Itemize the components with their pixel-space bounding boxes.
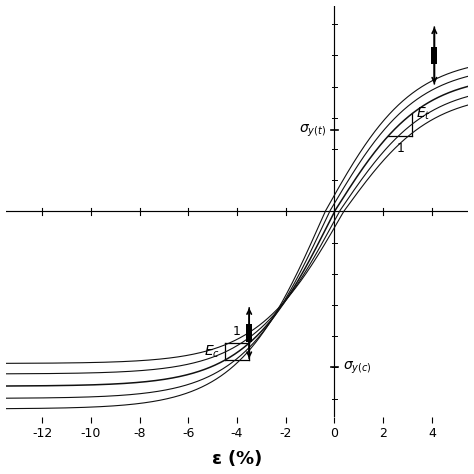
Text: 1: 1 [233,325,241,338]
Bar [431,47,438,64]
Bar [246,324,252,342]
Text: 1: 1 [396,143,404,155]
Text: $\sigma_{y(t)}$: $\sigma_{y(t)}$ [299,122,326,138]
Text: $E_t$: $E_t$ [416,105,431,122]
Text: $\sigma_{y(c)}$: $\sigma_{y(c)}$ [343,359,372,375]
X-axis label: $\boldsymbol{\varepsilon}$ (%): $\boldsymbol{\varepsilon}$ (%) [211,448,263,468]
Text: $E_c$: $E_c$ [204,343,220,360]
